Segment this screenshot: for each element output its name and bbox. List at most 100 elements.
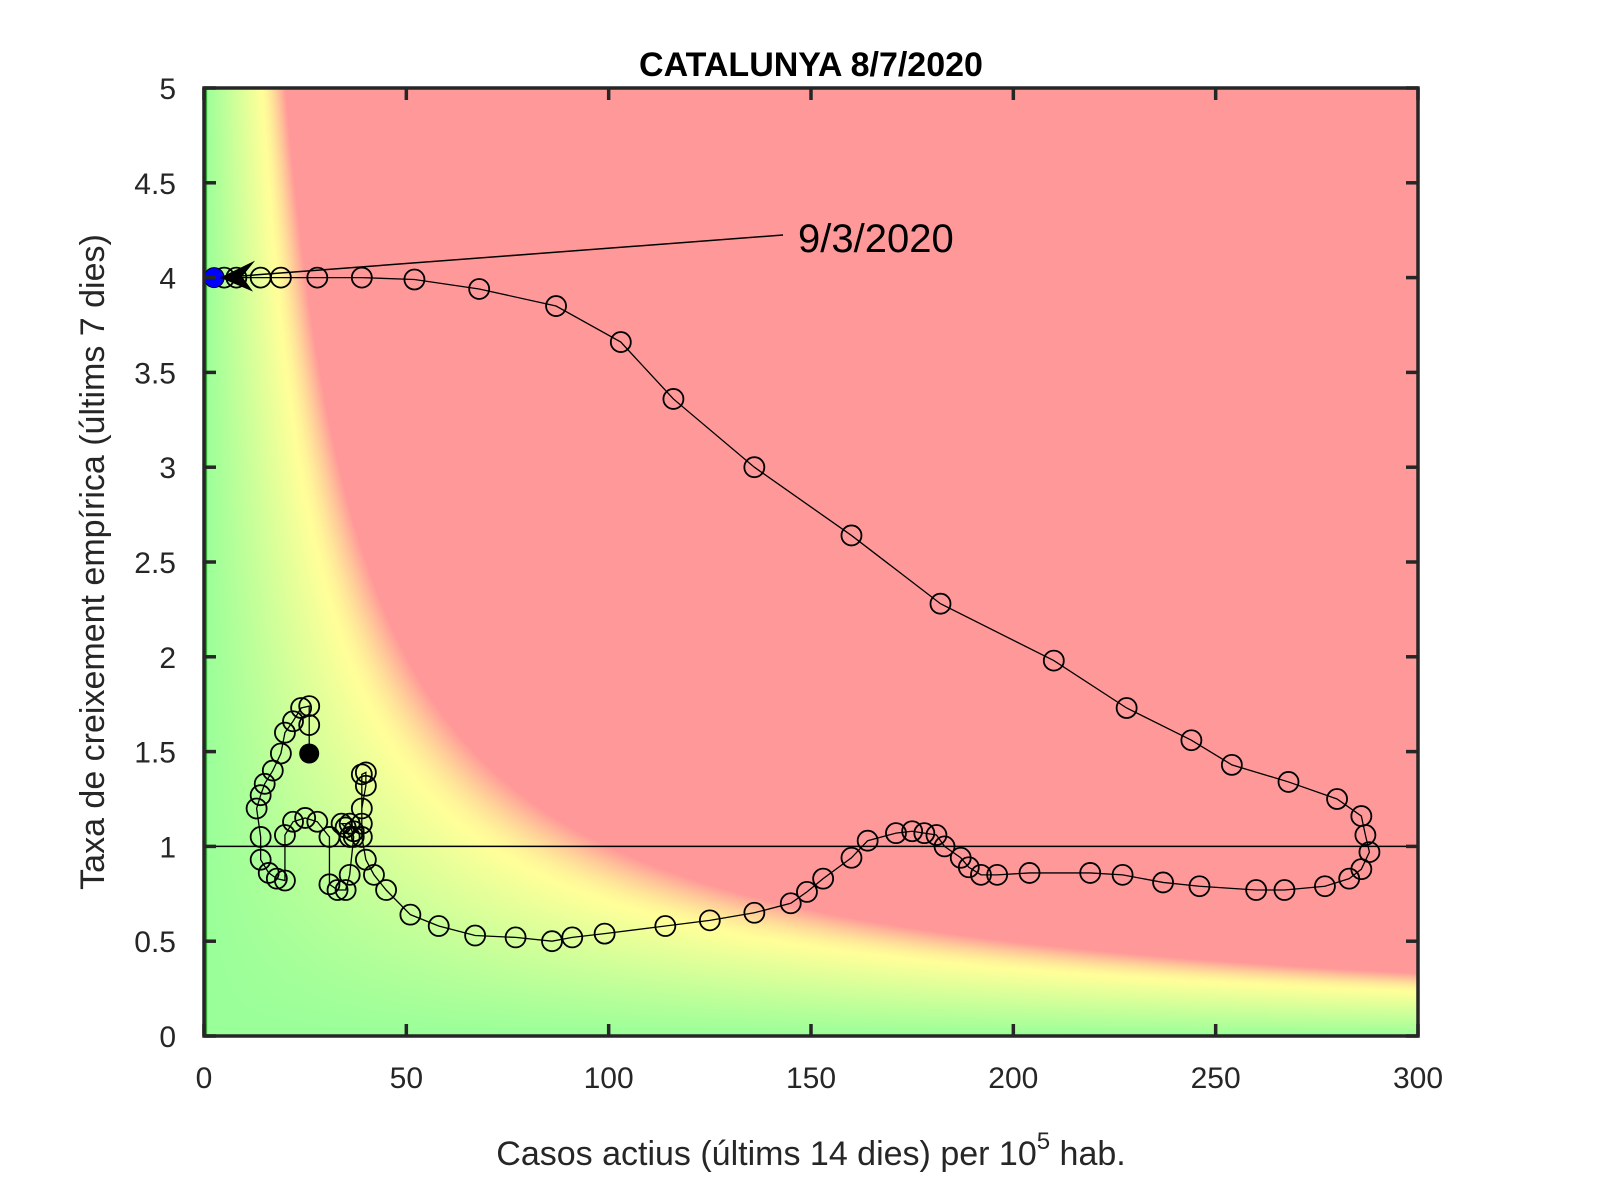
data-point [330, 812, 353, 835]
data-point [593, 922, 616, 945]
data-point [245, 797, 268, 820]
data-point [1314, 875, 1336, 898]
data-point [1152, 871, 1174, 894]
data-point [354, 848, 377, 871]
data-point [504, 926, 527, 949]
data-point [779, 892, 802, 915]
annotation-label: 9/3/2020 [798, 217, 954, 261]
data-point [1115, 697, 1138, 719]
data-point [350, 763, 373, 786]
x-tick-label: 0 [196, 1062, 213, 1095]
data-point [1180, 729, 1203, 752]
end-point [299, 743, 320, 764]
data-point [249, 848, 272, 871]
data-point [929, 592, 952, 615]
y-tick-label: 2 [159, 642, 176, 675]
data-point [796, 881, 818, 903]
data-point [1273, 879, 1296, 901]
data-point [1018, 862, 1041, 884]
data-point [464, 924, 487, 947]
data-point [468, 278, 491, 300]
data-point [257, 862, 280, 884]
x-tick-label: 50 [390, 1062, 423, 1095]
data-point [1042, 649, 1065, 672]
data-point [334, 879, 357, 901]
x-tick-label: 100 [584, 1062, 634, 1095]
data-point [812, 867, 835, 890]
data-point [306, 810, 329, 833]
annotation-arrow-line [220, 234, 784, 279]
x-tick-label: 150 [786, 1062, 836, 1095]
y-tick-label: 5 [159, 73, 176, 106]
y-tick-label: 3.5 [134, 357, 176, 390]
data-point [743, 901, 766, 924]
y-tick-label: 3 [159, 452, 176, 485]
data-point [949, 846, 972, 869]
data-point [698, 909, 721, 932]
data-point [561, 926, 584, 949]
data-point [1245, 879, 1268, 901]
data-point [269, 266, 292, 289]
data-point [375, 879, 398, 901]
data-point [654, 915, 677, 937]
y-tick-label: 4 [159, 263, 176, 296]
data-point [1277, 771, 1300, 793]
data-point [318, 826, 341, 848]
data-point [1326, 788, 1348, 810]
x-axis-label: Casos actius (últims 14 dies) per 105 ha… [496, 1128, 1125, 1173]
data-point [342, 826, 365, 848]
y-tick-label: 2.5 [134, 547, 176, 580]
data-point [933, 835, 956, 858]
data-point [743, 456, 766, 479]
data-point [253, 772, 276, 795]
data-point [403, 268, 426, 291]
x-tick-label: 250 [1191, 1062, 1241, 1095]
y-tick-label: 1 [159, 831, 176, 864]
data-point [274, 721, 296, 744]
trajectory-line [212, 276, 1371, 942]
data-point [901, 820, 924, 843]
data-point [1220, 753, 1243, 776]
data-point [913, 822, 936, 845]
y-axis-label: Taxa de creixement empírica (últims 7 di… [74, 234, 112, 890]
data-point [1188, 875, 1211, 898]
data-point [306, 266, 329, 289]
y-tick-label: 0.5 [134, 926, 176, 959]
data-point [269, 742, 292, 765]
data-point [986, 863, 1009, 886]
data-point [338, 812, 361, 835]
y-tick-label: 1.5 [134, 737, 176, 770]
data-point [1338, 867, 1361, 890]
data-point [282, 710, 304, 733]
data-point [1111, 863, 1134, 886]
data-point [298, 695, 321, 717]
y-tick-label: 0 [159, 1021, 176, 1054]
data-point [662, 388, 685, 410]
data-point [609, 331, 632, 353]
data-point [354, 761, 377, 784]
y-tick-label: 4.5 [134, 168, 176, 201]
data-point [298, 714, 321, 736]
data-point [545, 295, 567, 317]
x-tick-label: 200 [988, 1062, 1038, 1095]
data-point [354, 774, 377, 797]
data-point [427, 915, 450, 937]
data-point [249, 826, 272, 848]
data-point [840, 524, 863, 547]
data-point [970, 863, 992, 886]
chart-title: CATALUNYA 8/7/2020 [639, 46, 983, 84]
data-point [318, 873, 341, 896]
data-point [338, 863, 361, 886]
data-point [1354, 824, 1377, 846]
risk-background [204, 88, 1418, 1036]
data-point [274, 824, 296, 846]
x-tick-label: 300 [1393, 1062, 1443, 1095]
data-point [294, 807, 317, 829]
data-point [282, 810, 304, 833]
data-point [885, 822, 907, 845]
data-point [399, 903, 422, 926]
data-point [925, 824, 948, 846]
data-point [840, 846, 863, 869]
